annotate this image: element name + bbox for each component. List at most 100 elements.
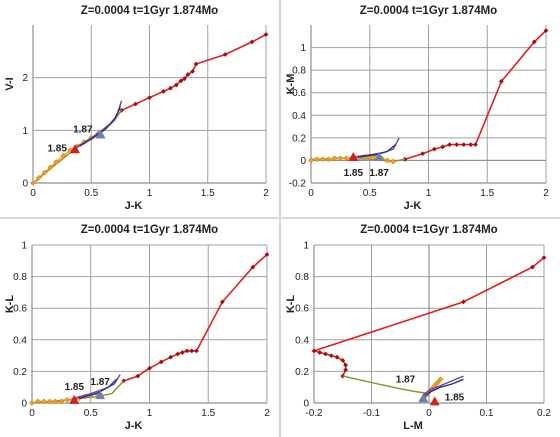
- x-axis-label: J-K: [404, 200, 422, 212]
- y-tick-label: 0.6: [13, 304, 27, 315]
- data-point-orange: [58, 398, 65, 405]
- data-point-orange: [29, 400, 35, 406]
- x-axis-label: J-K: [125, 200, 143, 212]
- x-tick-label: 1.5: [480, 188, 494, 199]
- series-line-red: [121, 33, 267, 112]
- x-tick-label: 0.2: [537, 408, 551, 419]
- data-point-orange: [325, 156, 332, 163]
- y-tick-label: 0.8: [13, 272, 27, 283]
- y-tick-label: 1: [21, 241, 27, 252]
- data-point-orange: [337, 155, 344, 162]
- blue-triangle-marker: [95, 390, 106, 400]
- chart-panel-top-left: Z=0.0004 t=1Gyr 1.874Mo 0 0.5 1 1.5 2 0 1 2 J-K V-…: [4, 5, 269, 212]
- data-point-orange: [437, 376, 444, 383]
- data-point-red: [440, 144, 445, 150]
- data-point-red: [133, 101, 138, 107]
- data-point-orange: [313, 156, 320, 163]
- data-point-red: [185, 72, 191, 77]
- data-point-red: [328, 353, 334, 358]
- chart-panel-bottom-left: Z=0.0004 t=1Gyr 1.874Mo 0 0.5 1 1.5 2 0 0.2 0.4 0…: [4, 224, 270, 432]
- data-point-orange: [434, 379, 441, 386]
- data-point-red: [323, 351, 328, 357]
- y-tick-label: 0: [303, 399, 309, 410]
- y-tick-label: 1: [303, 241, 309, 252]
- x-tick-label: 1.5: [201, 188, 215, 199]
- data-point-red: [119, 107, 124, 113]
- data-point-orange: [308, 157, 314, 164]
- data-point-orange: [46, 398, 53, 405]
- annotation-label: 1.85: [445, 392, 465, 403]
- x-tick-label: 1.5: [201, 408, 215, 419]
- y-tick-label: 0.4: [13, 335, 27, 346]
- data-point-red: [168, 354, 174, 360]
- data-point-red: [461, 142, 467, 148]
- data-point-red: [498, 79, 504, 84]
- red-triangle-marker: [69, 144, 80, 154]
- y-axis-label: K-M: [285, 74, 297, 95]
- annotation-label: 1.85: [65, 382, 85, 393]
- x-tick-label: 0: [30, 188, 36, 199]
- y-tick-label: 0.2: [292, 133, 306, 144]
- series-line-blue: [78, 378, 118, 399]
- data-point-red: [530, 264, 535, 270]
- data-point-red: [454, 142, 460, 148]
- data-point-red: [173, 82, 179, 88]
- data-point-red: [543, 28, 549, 34]
- x-tick-label: 0: [308, 188, 314, 199]
- series-line-blue: [423, 378, 464, 398]
- data-point-red: [147, 365, 152, 371]
- series-line-blue: [357, 144, 397, 158]
- y-tick-label: 0: [21, 399, 27, 410]
- data-point-red: [447, 142, 453, 148]
- data-point-red: [184, 348, 190, 354]
- x-tick-label: 2: [264, 408, 270, 419]
- y-tick-label: 0.6: [292, 88, 306, 99]
- chart-panel-bottom-right: Z=0.0004 t=1Gyr 1.874Mo -0.2 -0.1 0 0.1 0.2 0 0…: [285, 224, 551, 432]
- y-tick-label: 0.4: [295, 335, 309, 346]
- data-point-red: [343, 367, 349, 373]
- annotation-label: 1.87: [90, 377, 110, 388]
- data-point-red: [541, 255, 547, 261]
- y-tick-label: 0.2: [295, 367, 309, 378]
- data-point-red: [147, 95, 152, 101]
- series-line-blue: [79, 105, 122, 147]
- data-point-red: [431, 146, 437, 152]
- series-line-olive: [342, 375, 430, 395]
- data-point-red: [420, 151, 426, 157]
- data-point-red: [343, 362, 349, 368]
- y-tick-label: 1: [300, 43, 306, 54]
- data-point-red: [334, 354, 340, 360]
- y-tick-label: 1: [22, 126, 28, 137]
- data-point-orange: [30, 180, 36, 186]
- red-triangle-marker: [69, 394, 80, 404]
- data-point-red: [168, 85, 173, 91]
- y-tick-label: 0: [22, 179, 28, 190]
- data-point-red: [135, 373, 141, 379]
- panel-divider-horizontal: [0, 217, 560, 219]
- data-point-orange: [343, 155, 350, 162]
- data-point-red: [182, 76, 187, 82]
- data-point-orange: [319, 156, 326, 163]
- data-point-orange: [60, 152, 67, 159]
- data-point-red: [180, 350, 185, 355]
- data-point-red: [190, 68, 196, 74]
- x-tick-label: 2: [263, 188, 269, 199]
- data-point-orange: [53, 158, 60, 165]
- x-tick-label: -0.1: [363, 408, 381, 419]
- data-point-red: [317, 350, 323, 355]
- data-point-red: [263, 32, 269, 37]
- x-axis-label: J-K: [125, 420, 143, 432]
- x-tick-label: 1: [147, 188, 153, 199]
- annotation-label: 1.87: [73, 125, 93, 136]
- series-line-red: [404, 30, 547, 161]
- data-point-red: [340, 357, 346, 363]
- x-tick-label: -0.2: [305, 408, 323, 419]
- x-tick-label: 0: [426, 408, 432, 419]
- x-axis-label: L-M: [403, 420, 423, 432]
- chart-title: Z=0.0004 t=1Gyr 1.874Mo: [360, 224, 497, 236]
- data-point-orange: [34, 398, 41, 405]
- chart-title: Z=0.0004 t=1Gyr 1.874Mo: [81, 5, 218, 17]
- y-tick-label: -0.2: [289, 179, 307, 190]
- y-tick-label: 0.8: [295, 272, 309, 283]
